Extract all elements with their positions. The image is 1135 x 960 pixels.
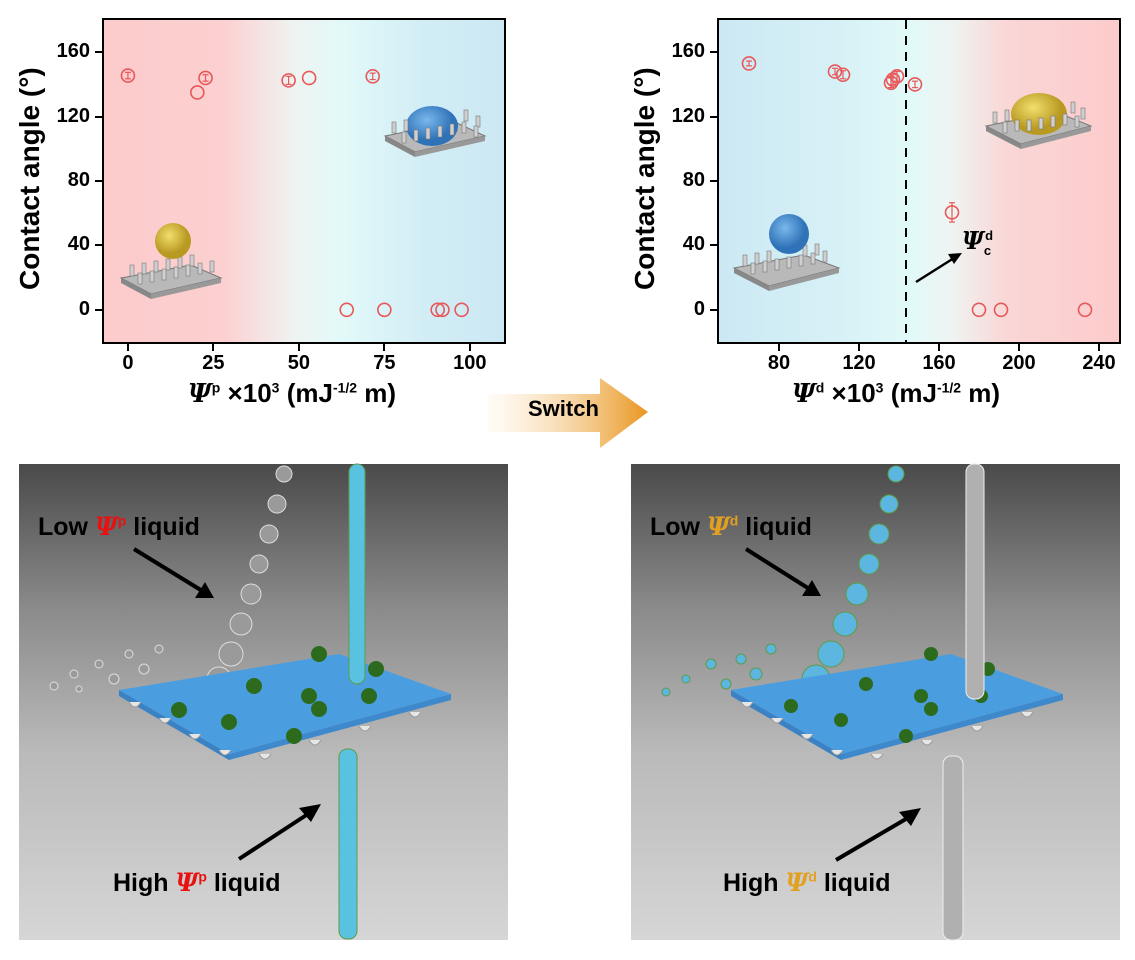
y-tick-label: 0 <box>693 297 705 320</box>
y-tick-label: 80 <box>682 169 705 191</box>
high-psi-p-label: High Ψp liquid <box>113 868 281 897</box>
x-tick-mark <box>1098 344 1100 351</box>
y-tick-mark <box>95 244 102 247</box>
inset-yellow-droplet-icon <box>119 223 223 299</box>
data-point <box>430 302 445 318</box>
y-tick-mark <box>95 51 102 54</box>
y-tick-label: 160 <box>671 40 705 63</box>
x-axis-label-left: Ψp ×103 (mJ-1/2 m) <box>188 378 397 409</box>
critical-psi-annotation: Ψcd <box>962 226 994 258</box>
data-point <box>993 302 1009 318</box>
x-tick-mark <box>1018 344 1020 351</box>
y-tick-mark <box>710 51 717 54</box>
data-point <box>885 72 901 87</box>
data-point <box>120 68 136 83</box>
data-point <box>907 77 923 92</box>
data-point <box>435 302 450 318</box>
y-tick-label: 120 <box>671 104 705 127</box>
y-tick-mark <box>710 308 717 311</box>
y-tick-label: 0 <box>78 297 90 320</box>
data-point <box>827 64 843 79</box>
x-axis-label-right: Ψd ×103 (mJ-1/2 m) <box>792 378 1001 409</box>
x-tick-label: 50 <box>287 352 310 374</box>
y-tick-mark <box>710 180 717 182</box>
low-psi-p-label: Low Ψp liquid <box>38 512 200 541</box>
membrane-illustration-right <box>661 463 1063 941</box>
data-point <box>281 73 296 88</box>
y-tick-label: 80 <box>67 169 90 191</box>
scatter-right <box>741 20 1093 342</box>
inset-yellow-spread-icon <box>984 93 1093 149</box>
low-psi-d-label: Low Ψd liquid <box>650 512 812 541</box>
inset-blue-droplet-icon <box>383 106 487 157</box>
switch-label: Switch <box>528 396 599 421</box>
y-tick-mark <box>95 115 102 118</box>
data-point <box>339 302 355 318</box>
membrane-illustration-left <box>49 463 451 940</box>
data-point <box>365 69 381 84</box>
x-tick-mark <box>778 344 780 351</box>
inset-blue-sphere-icon <box>732 214 841 291</box>
plot-area-right <box>717 18 1121 344</box>
illustration-panel-left: Low Ψp liquid High Ψp liquid <box>19 463 508 940</box>
data-point <box>835 67 851 83</box>
plot-area-left <box>102 18 506 344</box>
x-tick-mark <box>126 344 129 351</box>
high-psi-d-label: High Ψd liquid <box>723 868 891 897</box>
data-point <box>944 202 960 223</box>
x-tick-mark <box>468 344 471 351</box>
x-tick-label: 0 <box>122 352 134 374</box>
data-point <box>454 302 469 318</box>
data-point <box>198 70 213 86</box>
y-tick-mark <box>95 308 102 311</box>
x-tick-mark <box>938 344 940 351</box>
x-tick-label: 25 <box>202 352 225 374</box>
x-tick-mark <box>858 344 860 351</box>
data-point <box>301 70 317 86</box>
x-tick-label: 200 <box>1002 352 1036 374</box>
y-tick-label: 40 <box>682 233 705 256</box>
y-tick-label: 120 <box>56 104 90 127</box>
x-tick-mark <box>297 344 300 351</box>
y-tick-label: 160 <box>56 40 90 63</box>
data-point <box>971 302 987 318</box>
annotation-arrow-icon <box>948 253 962 264</box>
data-point <box>741 56 757 71</box>
y-tick-label: 40 <box>67 233 90 256</box>
data-point <box>889 69 905 84</box>
x-tick-label: 120 <box>842 352 876 374</box>
x-tick-mark <box>383 344 386 351</box>
x-tick-label: 240 <box>1082 352 1116 374</box>
switch-arrow-icon <box>488 378 648 448</box>
scatter-left <box>120 68 469 318</box>
x-tick-mark <box>212 344 215 351</box>
y-tick-mark <box>95 180 102 182</box>
x-tick-label: 75 <box>373 352 396 374</box>
y-tick-mark <box>710 115 717 118</box>
x-tick-label: 80 <box>767 352 791 374</box>
y-tick-mark <box>710 244 717 247</box>
data-point <box>190 85 205 100</box>
data-point <box>1077 302 1093 318</box>
x-tick-label: 160 <box>922 352 956 374</box>
x-tick-label: 100 <box>453 352 487 374</box>
illustration-panel-right: Low Ψd liquid High Ψd liquid <box>631 463 1120 941</box>
data-point <box>377 302 392 318</box>
